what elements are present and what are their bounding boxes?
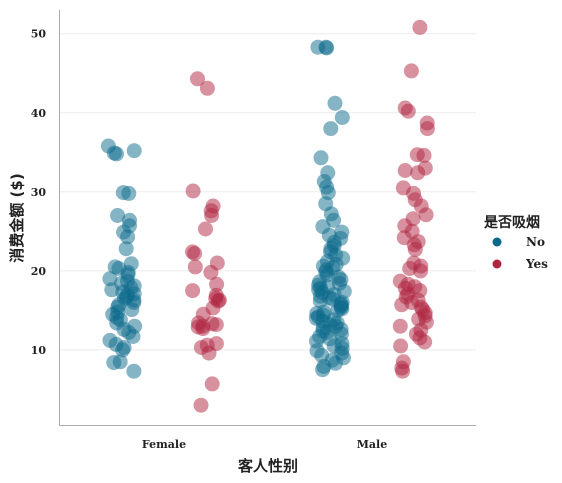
data-point-yes xyxy=(195,321,211,337)
y-axis-label: 消费金额 ($) xyxy=(8,173,26,262)
y-tick-label: 10 xyxy=(31,344,47,357)
data-point-no xyxy=(126,143,142,159)
data-point-yes xyxy=(187,259,203,275)
data-point-yes xyxy=(393,338,409,354)
data-point-no xyxy=(110,208,126,223)
data-point-no xyxy=(334,110,350,125)
data-point-yes xyxy=(400,103,416,119)
data-point-yes xyxy=(419,121,435,137)
data-point-yes xyxy=(412,19,428,35)
data-point-yes xyxy=(190,71,205,87)
x-tick-label: Male xyxy=(357,438,387,451)
data-point-no xyxy=(115,185,131,201)
data-point-yes xyxy=(208,317,224,333)
data-point-yes xyxy=(187,246,203,261)
data-point-yes xyxy=(204,208,220,223)
data-point-no xyxy=(124,302,140,318)
data-point-yes xyxy=(394,297,410,313)
legend-label-yes: Yes xyxy=(525,257,548,271)
legend-title: 是否吸烟 xyxy=(484,215,540,231)
data-point-no xyxy=(327,95,343,111)
data-point-yes xyxy=(193,397,209,413)
legend-marker-yes xyxy=(492,259,502,269)
data-point-yes xyxy=(185,183,201,199)
y-tick-label: 30 xyxy=(31,186,47,199)
data-point-no xyxy=(115,342,131,358)
data-point-yes xyxy=(410,165,426,181)
y-tick-label: 50 xyxy=(31,28,47,41)
x-axis-label: 客人性别 xyxy=(237,457,298,475)
data-point-no xyxy=(313,150,329,166)
y-tick-label: 20 xyxy=(31,265,47,278)
data-point-no xyxy=(318,39,334,55)
data-point-yes xyxy=(209,276,225,292)
data-point-yes xyxy=(185,283,201,299)
data-point-yes xyxy=(403,63,419,79)
y-axis-ticks: 10 20 30 40 50 xyxy=(31,28,47,357)
data-point-no xyxy=(125,329,141,344)
data-point-no xyxy=(118,241,134,257)
legend: 是否吸烟 No Yes xyxy=(484,215,548,271)
data-point-yes xyxy=(201,345,217,361)
data-point-yes xyxy=(392,318,408,334)
data-point-yes xyxy=(397,163,413,178)
data-point-yes xyxy=(417,334,433,350)
data-point-no xyxy=(315,362,331,378)
data-point-no xyxy=(126,363,142,379)
data-point-yes xyxy=(418,207,434,223)
data-point-yes xyxy=(413,263,429,279)
x-tick-label: Female xyxy=(142,438,186,451)
data-point-yes xyxy=(203,264,219,280)
legend-label-no: No xyxy=(526,235,545,249)
data-point-no xyxy=(106,145,122,161)
data-point-no xyxy=(327,355,343,371)
data-point-yes xyxy=(395,363,411,379)
data-point-no xyxy=(120,229,136,245)
data-point-yes xyxy=(416,147,432,163)
y-tick-label: 40 xyxy=(31,107,47,120)
x-axis-ticks: Female Male xyxy=(142,438,387,451)
data-point-no xyxy=(106,355,122,371)
data-points xyxy=(100,19,435,413)
legend-marker-no xyxy=(492,237,502,247)
data-point-yes xyxy=(199,80,215,96)
data-point-yes xyxy=(204,376,220,392)
data-point-no xyxy=(323,121,339,137)
data-point-yes xyxy=(198,221,213,237)
data-point-yes xyxy=(407,242,423,257)
